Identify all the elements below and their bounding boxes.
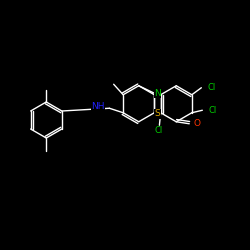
Text: NH: NH xyxy=(92,102,105,111)
Text: Cl: Cl xyxy=(155,126,163,135)
Text: N: N xyxy=(154,89,161,98)
Text: Cl: Cl xyxy=(208,106,217,115)
Text: O: O xyxy=(194,119,201,128)
Text: Cl: Cl xyxy=(208,83,216,92)
Text: S: S xyxy=(154,110,160,118)
